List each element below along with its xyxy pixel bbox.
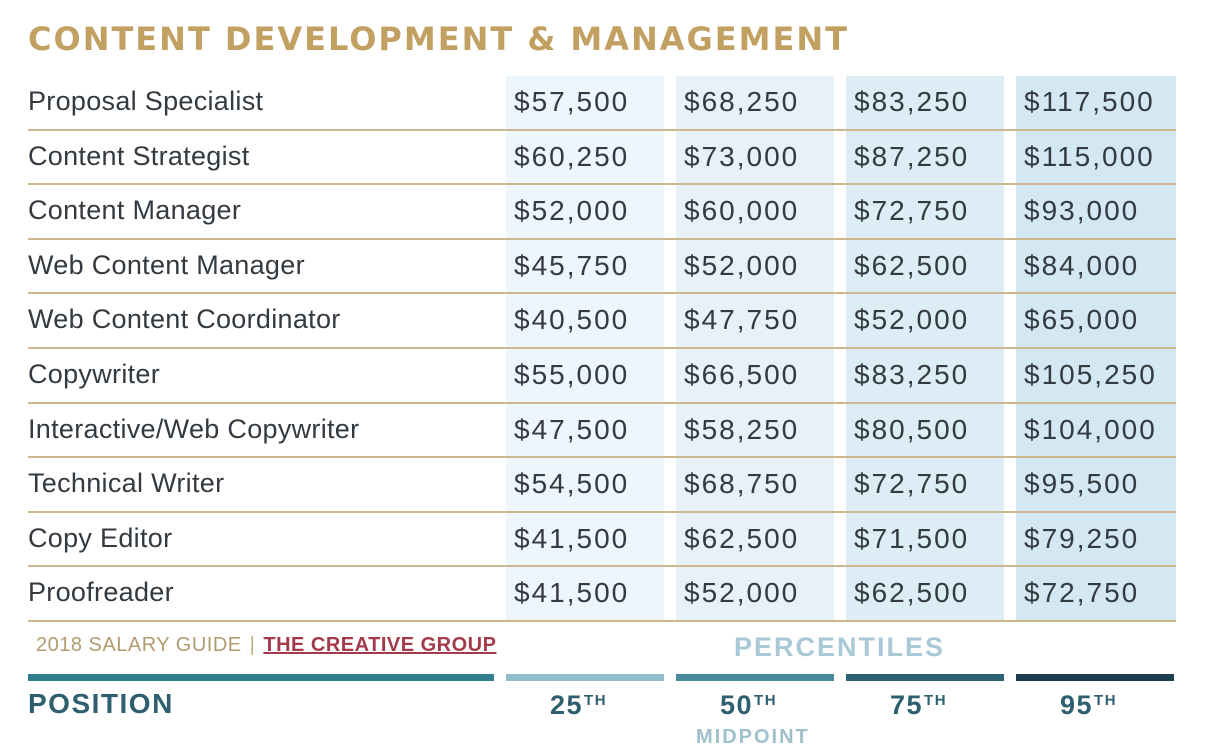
p95-header-bar bbox=[1016, 674, 1174, 681]
salary-95th: $104,000 bbox=[1024, 413, 1157, 445]
salary-95th: $72,750 bbox=[1024, 577, 1140, 609]
table-row: Technical Writer $54,500 $68,750 $72,750… bbox=[28, 458, 1176, 513]
position-name: Content Manager bbox=[28, 195, 242, 226]
separator: | bbox=[249, 634, 256, 656]
salary-75th: $71,500 bbox=[854, 522, 970, 554]
salary-95th: $117,500 bbox=[1024, 86, 1155, 117]
salary-50th: $52,000 bbox=[684, 249, 800, 281]
col-25th-background bbox=[506, 76, 664, 622]
salary-25th: $55,000 bbox=[514, 358, 630, 390]
salary-50th: $52,000 bbox=[684, 577, 800, 609]
salary-25th: $52,000 bbox=[514, 195, 630, 227]
p50-number: 50 bbox=[720, 690, 754, 720]
section-title: CONTENT DEVELOPMENT & MANAGEMENT bbox=[28, 20, 849, 58]
position-header: POSITION bbox=[28, 688, 174, 719]
salary-95th: $95,500 bbox=[1024, 468, 1140, 500]
salary-95th: $79,250 bbox=[1024, 522, 1140, 554]
salary-95th: $84,000 bbox=[1024, 249, 1140, 281]
salary-75th: $62,500 bbox=[854, 249, 970, 281]
p95-suffix: TH bbox=[1094, 692, 1118, 709]
salary-50th: $62,500 bbox=[684, 522, 800, 554]
salary-75th: $80,500 bbox=[854, 413, 970, 445]
p95-header: 95TH bbox=[1060, 690, 1117, 721]
salary-25th: $60,250 bbox=[514, 140, 630, 172]
position-name: Copywriter bbox=[28, 358, 161, 389]
salary-75th: $83,250 bbox=[854, 86, 970, 117]
salary-50th: $47,750 bbox=[684, 304, 800, 336]
p25-number: 25 bbox=[550, 690, 584, 720]
position-name: Content Strategist bbox=[28, 140, 250, 171]
table-row: Interactive/Web Copywriter $47,500 $58,2… bbox=[28, 403, 1176, 459]
salary-25th: $47,500 bbox=[514, 413, 630, 445]
table-row: Content Strategist $60,250 $73,000 $87,2… bbox=[28, 130, 1176, 186]
position-name: Interactive/Web Copywriter bbox=[28, 413, 360, 444]
salary-25th: $41,500 bbox=[514, 577, 630, 609]
col-50th-background bbox=[676, 76, 834, 622]
salary-25th: $54,500 bbox=[514, 468, 630, 500]
salary-75th: $87,250 bbox=[854, 140, 970, 172]
salary-25th: $41,500 bbox=[514, 522, 630, 554]
p95-number: 95 bbox=[1060, 690, 1094, 720]
salary-50th: $60,000 bbox=[684, 195, 800, 227]
p50-suffix: TH bbox=[754, 692, 778, 709]
salary-75th: $62,500 bbox=[854, 577, 970, 609]
position-name: Copy Editor bbox=[28, 522, 173, 553]
salary-50th: $68,250 bbox=[684, 86, 800, 117]
position-name: Web Content Manager bbox=[28, 249, 305, 280]
salary-75th: $52,000 bbox=[854, 304, 970, 336]
table-row: Web Content Coordinator $40,500 $47,750 … bbox=[28, 294, 1176, 349]
salary-50th: $66,500 bbox=[684, 358, 800, 390]
source-line: 2018 SALARY GUIDE | THE CREATIVE GROUP bbox=[36, 634, 496, 657]
p25-header-bar bbox=[506, 674, 664, 681]
salary-25th: $40,500 bbox=[514, 304, 630, 336]
p25-header: 25TH bbox=[550, 690, 607, 721]
salary-75th: $72,750 bbox=[854, 195, 970, 227]
salary-75th: $72,750 bbox=[854, 468, 970, 500]
p75-number: 75 bbox=[890, 690, 924, 720]
salary-95th: $105,250 bbox=[1024, 358, 1157, 390]
p75-header-bar bbox=[846, 674, 1004, 681]
col-95th-background bbox=[1016, 76, 1176, 622]
salary-table: Proposal Specialist $57,500 $68,250 $83,… bbox=[28, 76, 1176, 622]
position-name: Web Content Coordinator bbox=[28, 304, 341, 335]
table-row: Copy Editor $41,500 $62,500 $71,500 $79,… bbox=[28, 512, 1176, 568]
salary-50th: $68,750 bbox=[684, 468, 800, 500]
salary-95th: $65,000 bbox=[1024, 304, 1140, 336]
p50-header: 50TH bbox=[720, 690, 777, 721]
table-row: Content Manager $52,000 $60,000 $72,750 … bbox=[28, 185, 1176, 240]
p25-suffix: TH bbox=[584, 692, 608, 709]
midpoint-label: MIDPOINT bbox=[696, 726, 810, 748]
p50-header-bar bbox=[676, 674, 834, 681]
salary-95th: $93,000 bbox=[1024, 195, 1140, 227]
table-row: Copywriter $55,000 $66,500 $83,250 $105,… bbox=[28, 348, 1176, 404]
table-row: Proofreader $41,500 $52,000 $62,500 $72,… bbox=[28, 567, 1176, 622]
salary-25th: $57,500 bbox=[514, 86, 630, 117]
percentiles-label: PERCENTILES bbox=[734, 632, 946, 662]
salary-75th: $83,250 bbox=[854, 358, 970, 390]
salary-95th: $115,000 bbox=[1024, 140, 1155, 172]
position-name: Proposal Specialist bbox=[28, 86, 264, 116]
org-link[interactable]: THE CREATIVE GROUP bbox=[263, 634, 497, 656]
salary-25th: $45,750 bbox=[514, 249, 630, 281]
col-75th-background bbox=[846, 76, 1004, 622]
p75-suffix: TH bbox=[924, 692, 948, 709]
table-row: Proposal Specialist $57,500 $68,250 $83,… bbox=[28, 76, 1176, 131]
guide-label: 2018 SALARY GUIDE bbox=[36, 634, 242, 656]
salary-50th: $58,250 bbox=[684, 413, 800, 445]
position-name: Proofreader bbox=[28, 577, 174, 608]
position-header-bar bbox=[28, 674, 494, 681]
table-row: Web Content Manager $45,750 $52,000 $62,… bbox=[28, 239, 1176, 295]
position-name: Technical Writer bbox=[28, 468, 225, 499]
salary-50th: $73,000 bbox=[684, 140, 800, 172]
p75-header: 75TH bbox=[890, 690, 947, 721]
